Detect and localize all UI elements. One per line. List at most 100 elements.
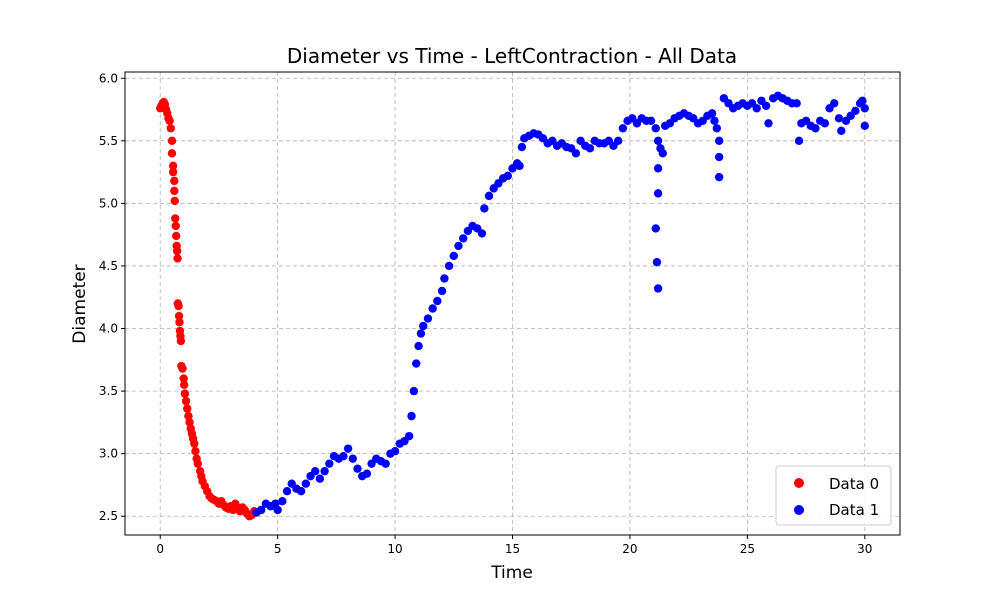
data-point-series-0 <box>165 116 174 126</box>
data-point-series-0 <box>180 389 190 398</box>
data-point-series-1 <box>419 321 428 331</box>
data-point-series-1 <box>353 464 362 473</box>
data-point-series-1 <box>837 126 846 136</box>
data-point-series-1 <box>296 487 306 496</box>
data-point-series-1 <box>658 149 668 158</box>
data-point-series-0 <box>185 418 194 427</box>
axis-ticks: 0 5 10 15 20 25 30 2.5 3.0 3.5 4.0 4.5 5.0 5.5 6.0 <box>99 71 873 556</box>
legend-marker-data-0 <box>794 478 804 488</box>
data-point-series-1 <box>428 304 437 313</box>
data-points <box>156 91 869 521</box>
data-point-series-1 <box>458 234 468 243</box>
data-point-series-1 <box>515 161 524 171</box>
data-point-series-1 <box>794 136 804 146</box>
data-point-series-1 <box>585 144 595 153</box>
data-point-series-1 <box>653 189 663 198</box>
data-point-series-1 <box>320 466 329 476</box>
data-point-series-0 <box>167 149 177 158</box>
data-point-series-1 <box>407 411 416 421</box>
legend-marker-data-1 <box>794 505 804 515</box>
data-point-series-0 <box>183 404 192 413</box>
data-point-series-0 <box>176 336 186 346</box>
data-point-series-0 <box>190 439 199 448</box>
data-point-series-1 <box>761 101 771 110</box>
data-point-series-1 <box>282 487 292 496</box>
data-point-series-1 <box>651 124 660 133</box>
data-point-series-1 <box>652 258 662 267</box>
x-tick-label: 20 <box>622 542 637 556</box>
data-point-series-1 <box>416 329 426 338</box>
y-tick-label: 4.5 <box>99 259 118 273</box>
data-point-series-1 <box>437 286 447 296</box>
data-point-series-1 <box>503 171 513 181</box>
data-point-series-1 <box>423 314 433 323</box>
data-point-series-0 <box>170 186 179 196</box>
x-tick-label: 5 <box>274 542 282 556</box>
data-point-series-1 <box>653 284 663 293</box>
chart-title: Diameter vs Time - LeftContraction - All… <box>287 44 737 68</box>
data-point-series-1 <box>390 446 400 456</box>
data-point-series-0 <box>174 301 183 311</box>
x-tick-label: 30 <box>857 542 872 556</box>
data-point-series-1 <box>710 116 719 126</box>
data-point-series-1 <box>348 454 358 463</box>
y-tick-label: 3.5 <box>99 384 118 398</box>
data-point-series-0 <box>171 221 180 231</box>
data-point-series-0 <box>168 161 178 171</box>
y-tick-label: 5.0 <box>99 196 118 210</box>
y-tick-label: 3.0 <box>99 447 118 461</box>
y-tick-label: 4.0 <box>99 322 118 336</box>
legend-box <box>775 465 892 526</box>
data-point-series-1 <box>414 341 423 351</box>
data-point-series-1 <box>325 459 334 468</box>
data-point-series-1 <box>339 451 348 461</box>
legend-label-data-1: Data 1 <box>829 501 879 519</box>
data-point-series-1 <box>613 136 623 146</box>
data-point-series-1 <box>820 119 830 128</box>
data-point-series-1 <box>454 241 463 251</box>
y-tick-label: 2.5 <box>99 509 118 523</box>
data-point-series-1 <box>834 114 844 123</box>
data-point-series-1 <box>362 469 372 478</box>
data-point-series-0 <box>172 246 182 256</box>
data-point-series-1 <box>571 149 581 158</box>
data-point-series-1 <box>273 505 282 515</box>
data-point-series-1 <box>311 466 320 476</box>
data-point-series-1 <box>404 431 414 441</box>
data-point-series-1 <box>517 142 527 152</box>
data-point-series-1 <box>792 99 801 108</box>
data-point-series-0 <box>179 374 188 383</box>
data-point-series-0 <box>179 380 189 390</box>
y-tick-label: 6.0 <box>99 71 118 85</box>
data-point-series-1 <box>315 474 325 483</box>
data-point-series-0 <box>166 124 175 133</box>
y-tick-label: 5.5 <box>99 134 118 148</box>
x-tick-label: 10 <box>387 542 402 556</box>
data-point-series-1 <box>409 386 419 396</box>
y-axis-label: Diameter <box>70 264 90 343</box>
data-point-series-0 <box>181 396 191 406</box>
data-point-series-1 <box>830 99 839 108</box>
data-point-series-0 <box>174 311 184 321</box>
data-point-series-1 <box>480 204 489 213</box>
data-point-series-1 <box>449 251 458 261</box>
data-point-series-1 <box>653 136 663 146</box>
legend-label-data-0: Data 0 <box>829 475 879 493</box>
legend: Data 0 Data 1 <box>775 465 892 526</box>
x-tick-label: 25 <box>740 542 755 556</box>
data-point-series-0 <box>168 167 178 177</box>
data-point-series-1 <box>811 124 820 133</box>
data-point-series-1 <box>381 459 390 468</box>
data-point-series-0 <box>170 196 179 206</box>
data-point-series-1 <box>646 116 656 126</box>
data-point-series-1 <box>764 119 773 128</box>
data-point-series-1 <box>714 172 724 182</box>
x-axis-label: Time <box>490 563 533 583</box>
data-point-series-1 <box>444 261 454 271</box>
data-point-series-0 <box>191 446 200 456</box>
data-point-series-0 <box>178 364 187 373</box>
x-tick-label: 15 <box>505 542 520 556</box>
data-point-series-1 <box>651 224 660 233</box>
data-point-series-1 <box>712 124 722 133</box>
